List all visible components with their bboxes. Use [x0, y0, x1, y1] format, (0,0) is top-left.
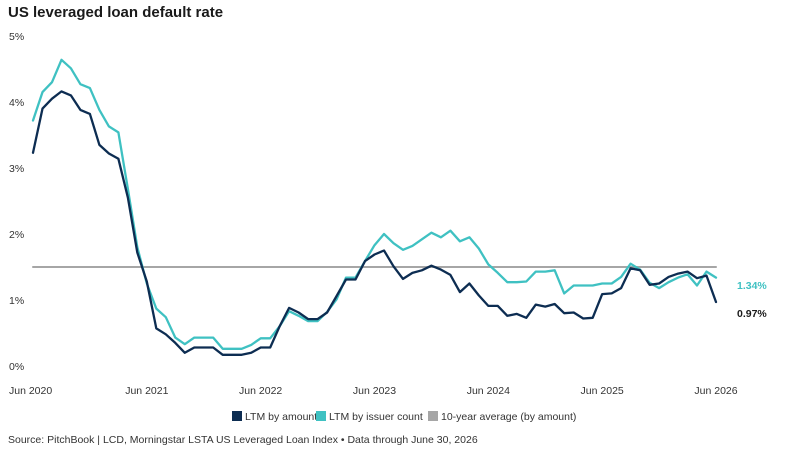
legend-label: LTM by amount	[245, 411, 317, 423]
series-ltm-by-issuer-count	[31, 58, 718, 350]
series-layer	[31, 58, 718, 356]
y-tick-label: 4%	[9, 97, 24, 109]
series-line	[31, 58, 718, 350]
x-tick-label: Jun 2020	[9, 385, 52, 397]
x-tick-label: Jun 2026	[694, 385, 737, 397]
x-tick-label: Jun 2025	[581, 385, 624, 397]
legend-label: LTM by issuer count	[329, 411, 423, 423]
y-tick-label: 2%	[9, 229, 24, 241]
legend-item: LTM by amount	[232, 411, 317, 423]
end-labels: 1.34% 0.97%	[737, 280, 767, 320]
x-axis: Jun 2020 Jun 2021 Jun 2022 Jun 2023 Jun 2024…	[9, 385, 738, 397]
series-line	[31, 90, 718, 356]
end-value-label: 1.34%	[737, 280, 767, 292]
legend-swatch	[232, 411, 242, 421]
y-tick-label: 3%	[9, 163, 24, 175]
legend-item: LTM by issuer count	[316, 411, 423, 423]
x-tick-label: Jun 2021	[125, 385, 168, 397]
x-tick-label: Jun 2023	[353, 385, 396, 397]
legend-label: 10-year average (by amount)	[441, 411, 576, 423]
source-note: Source: PitchBook | LCD, Morningstar LST…	[8, 434, 478, 446]
x-tick-label: Jun 2022	[239, 385, 282, 397]
legend-item: 10-year average (by amount)	[428, 411, 576, 423]
y-tick-label: 1%	[9, 295, 24, 307]
legend: LTM by amount LTM by issuer count 10-year …	[232, 411, 576, 423]
series-ltm-by-amount	[31, 90, 718, 356]
end-value-label: 0.97%	[737, 308, 767, 320]
legend-swatch	[428, 411, 438, 421]
y-tick-label: 5%	[9, 31, 24, 43]
chart-title: US leveraged loan default rate	[8, 4, 223, 21]
x-tick-label: Jun 2024	[467, 385, 510, 397]
legend-swatch	[316, 411, 326, 421]
y-tick-label: 0%	[9, 361, 24, 373]
y-axis: 0% 1% 2% 3% 4% 5%	[9, 31, 24, 373]
